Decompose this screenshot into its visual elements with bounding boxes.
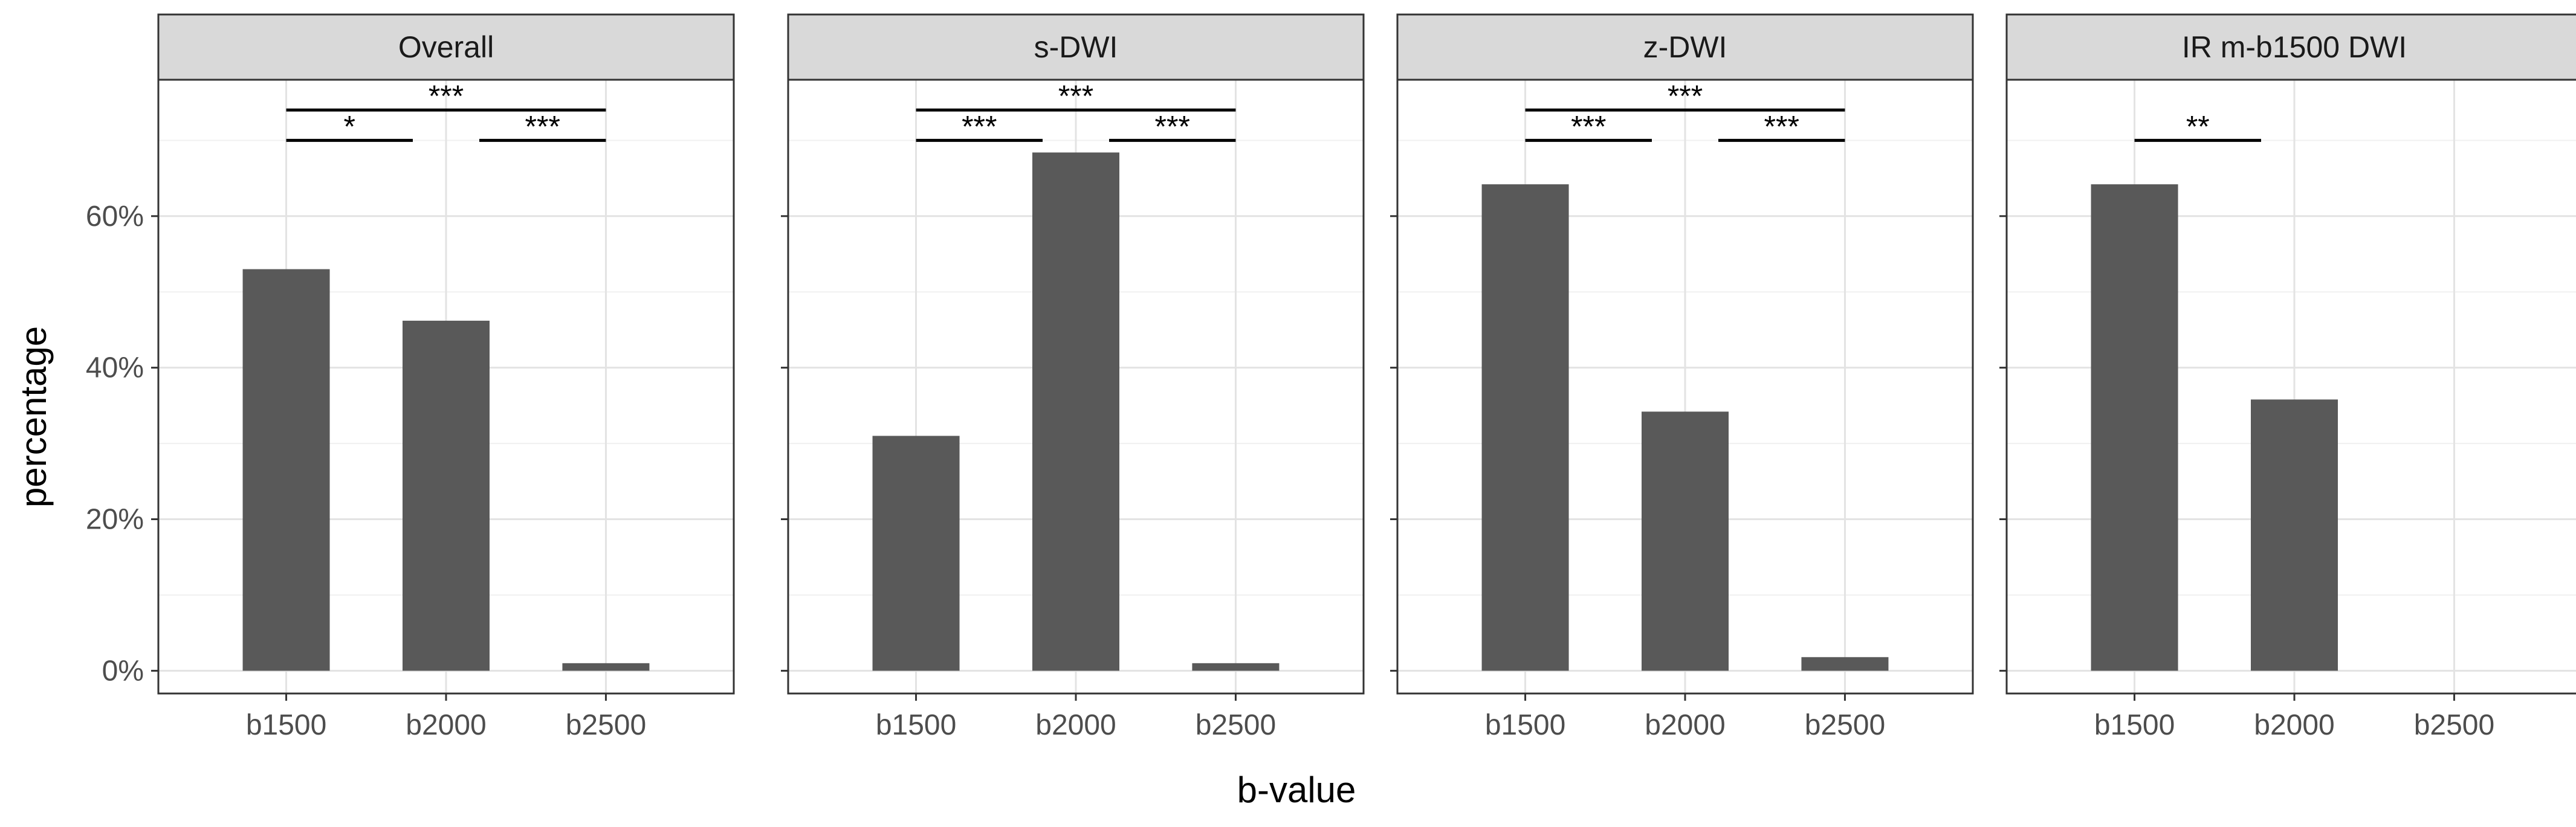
bar-b2500 (1801, 657, 1889, 671)
significance-label: *** (429, 79, 464, 113)
significance-label: *** (962, 109, 997, 143)
significance-label: *** (525, 109, 560, 143)
facet-strip (2005, 13, 2576, 81)
bar-b2500 (562, 663, 650, 671)
bar-b2000 (2251, 399, 2338, 671)
facet-title: z-DWI (1643, 30, 1727, 64)
y-tick-label: 60% (86, 201, 144, 233)
x-tick-label: b2500 (1196, 709, 1276, 741)
x-tick-label: b2000 (1035, 709, 1116, 741)
x-tick-label: b2500 (566, 709, 646, 741)
significance-label: * (344, 109, 355, 143)
significance-label: *** (1668, 79, 1703, 113)
bar-b2500 (1192, 663, 1280, 671)
facet-panel-0: Overall**** ***b1500 b2000 b2500 (151, 13, 735, 741)
x-tick-label: b1500 (1485, 709, 1565, 741)
y-tick-label: 20% (86, 504, 144, 536)
significance-label: ** (2186, 109, 2210, 143)
x-tick-label: b2000 (2254, 709, 2334, 741)
y-tick-label: 0% (102, 655, 144, 687)
facet-title: Overall (398, 30, 494, 64)
x-tick-label: b2000 (406, 709, 486, 741)
facet-panel-2: z-DWI *** *** *** b1500 b2000 b2500 (1390, 13, 1974, 741)
bar-b1500 (2091, 184, 2178, 671)
significance-label: *** (1058, 79, 1093, 113)
facet-strip (787, 13, 1365, 81)
x-tick-label: b2500 (2414, 709, 2494, 741)
x-axis-title: b-value (1237, 770, 1356, 810)
significance-label: *** (1571, 109, 1606, 143)
bar-b1500 (1481, 184, 1569, 671)
facet-strip (1396, 13, 1974, 81)
facet-panel-1: s-DWI *** *** *** b1500 b2000 b2500 (781, 13, 1365, 741)
x-tick-label: b1500 (2094, 709, 2175, 741)
x-tick-label: b1500 (246, 709, 326, 741)
bar-b1500 (872, 436, 960, 671)
x-tick-label: b2000 (1645, 709, 1725, 741)
significance-label: *** (1764, 109, 1799, 143)
facet-title: IR m-b1500 DWI (2182, 30, 2407, 64)
y-tick-label: 40% (86, 352, 144, 384)
facet-panel-3: IR m-b1500 DWI ** b1500 b2000 b2500 (1999, 13, 2576, 741)
facet-title: s-DWI (1034, 30, 1118, 64)
y-axis-title: percentage (13, 326, 54, 507)
x-tick-label: b2500 (1805, 709, 1885, 741)
bar-b2000 (403, 320, 490, 671)
significance-label: *** (1155, 109, 1190, 143)
bar-b2000 (1032, 152, 1119, 671)
bar-b1500 (242, 269, 330, 671)
facet-strip (157, 13, 735, 81)
x-tick-label: b1500 (876, 709, 956, 741)
bar-b2000 (1642, 411, 1729, 671)
